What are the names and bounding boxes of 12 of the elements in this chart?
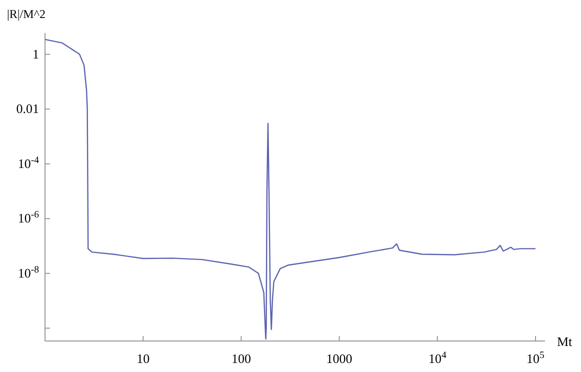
y-tick-label: 1: [32, 46, 39, 62]
y-tick-label: 10$^{-4}$: [18, 154, 40, 171]
x-tick-label: 1000: [326, 351, 352, 366]
y-tick-label: 0.01: [16, 101, 39, 116]
x-tick-label: 10$^{5}$: [526, 350, 545, 366]
x-tick-label: 10: [136, 351, 150, 366]
x-tick-label: 100: [231, 351, 251, 366]
y-axis-title: |R|/M^2: [7, 7, 46, 21]
x-axis-title: Mt: [557, 334, 573, 349]
y-tick-label: 10$^{-8}$: [18, 264, 40, 280]
y-tick-label: 10$^{-6}$: [18, 209, 40, 226]
x-tick-label: 10$^{4}$: [428, 350, 446, 366]
